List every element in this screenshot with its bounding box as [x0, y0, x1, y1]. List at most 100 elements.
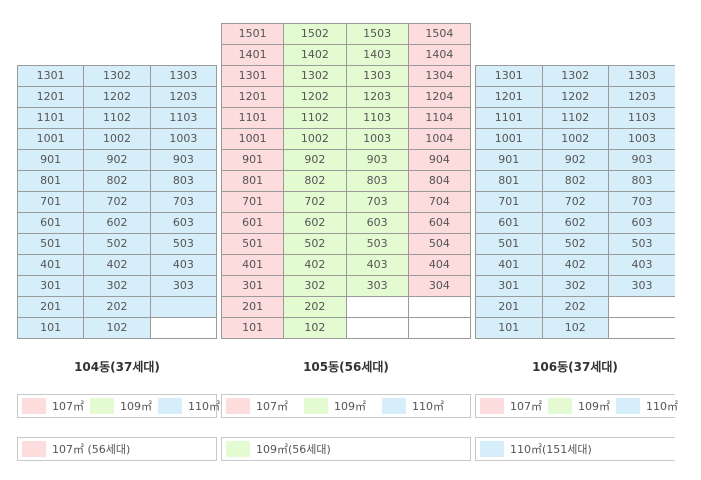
- floor-row: 201 202: [475, 296, 675, 318]
- floor-row: 701 702 703: [16, 191, 218, 213]
- unit-cell: 503: [149, 233, 218, 255]
- legend-label: 109㎡: [578, 400, 610, 413]
- unit-cell: 402: [283, 254, 347, 276]
- unit-cell: 202: [83, 296, 151, 318]
- empty-unit-cell: [608, 317, 675, 339]
- pink-swatch-icon: [226, 398, 250, 414]
- unit-cell: 102: [83, 317, 151, 339]
- unit-cell: 803: [608, 170, 675, 192]
- unit-cell: 603: [345, 212, 409, 234]
- legend-label: 110㎡: [646, 400, 678, 413]
- floor-row: 401 402 403 404: [220, 254, 472, 276]
- unit-cell: 603: [608, 212, 675, 234]
- unit-cell: 1101: [475, 107, 543, 129]
- empty-unit-cell: [149, 317, 218, 339]
- summary-109: 109㎡(56세대): [221, 437, 471, 461]
- blue-swatch-icon: [616, 398, 640, 414]
- legend-label: 110㎡: [188, 400, 220, 413]
- unit-cell: 501: [220, 233, 285, 255]
- floor-row: 701 702 703: [475, 191, 675, 213]
- unit-cell: 702: [541, 191, 609, 213]
- empty-unit-cell: [345, 317, 409, 339]
- unit-cell: 1003: [345, 128, 409, 150]
- unit-cell: 1303: [149, 65, 218, 87]
- floor-row: 201 202: [16, 296, 218, 318]
- unit-cell: 1201: [16, 86, 85, 108]
- building-104-table: 1301 1302 1303 1201 1202 1203 1101 1102 1103 1001…: [16, 65, 218, 339]
- unit-cell: 402: [83, 254, 151, 276]
- floor-row: 1501 1502 1503 1504: [220, 23, 472, 45]
- legend-106: 107㎡ 109㎡ 110㎡: [475, 394, 678, 418]
- unit-cell: 303: [345, 275, 409, 297]
- unit-cell: 901: [16, 149, 85, 171]
- floor-row: 1001 1002 1003: [16, 128, 218, 150]
- summary-label: 110㎡(151세대): [510, 443, 592, 456]
- floor-row: 1201 1202 1203: [16, 86, 218, 108]
- floor-row: 801 802 803: [475, 170, 675, 192]
- unit-cell: 502: [283, 233, 347, 255]
- unit-cell: 903: [345, 149, 409, 171]
- blue-swatch-icon: [158, 398, 182, 414]
- unit-cell: 803: [345, 170, 409, 192]
- building-106-title: 106동(37세대): [532, 360, 618, 374]
- unit-cell: 1301: [475, 65, 543, 87]
- unit-cell: 302: [83, 275, 151, 297]
- unit-cell: 602: [541, 212, 609, 234]
- unit-cell: 202: [283, 296, 347, 318]
- unit-cell: 1201: [220, 86, 285, 108]
- empty-unit-cell: [608, 296, 675, 318]
- unit-cell: 301: [475, 275, 543, 297]
- unit-cell: 701: [475, 191, 543, 213]
- unit-cell: 703: [608, 191, 675, 213]
- summary-item-110: 110㎡(151세대): [480, 441, 592, 457]
- legend-label: 107㎡: [52, 400, 84, 413]
- unit-cell: 903: [608, 149, 675, 171]
- unit-cell: 1004: [407, 128, 472, 150]
- unit-cell: 401: [475, 254, 543, 276]
- unit-cell: 902: [83, 149, 151, 171]
- floor-row: 901 902 903 904: [220, 149, 472, 171]
- legend-item-107: 107㎡: [226, 398, 288, 414]
- unit-cell: 801: [475, 170, 543, 192]
- empty-unit-cell: [345, 296, 409, 318]
- legend-item-110: 110㎡: [158, 398, 220, 414]
- building-105-table: 1501 1502 1503 1504 1401 1402 1403 1404 1301 1302…: [220, 23, 472, 339]
- legend-label: 107㎡: [510, 400, 542, 413]
- unit-cell: 404: [407, 254, 472, 276]
- green-swatch-icon: [90, 398, 114, 414]
- unit-cell: 1203: [345, 86, 409, 108]
- summary-item-109: 109㎡(56세대): [226, 441, 331, 457]
- unit-cell: 502: [83, 233, 151, 255]
- blue-swatch-icon: [480, 441, 504, 457]
- unit-cell: 1301: [220, 65, 285, 87]
- unit-cell: 101: [220, 317, 285, 339]
- unit-cell: 1304: [407, 65, 472, 87]
- unit-cell: 1003: [608, 128, 675, 150]
- unit-cell: 601: [475, 212, 543, 234]
- unit-cell: 1202: [283, 86, 347, 108]
- unit-cell: 401: [16, 254, 85, 276]
- unit-cell: 1504: [407, 23, 472, 45]
- unit-cell: 802: [541, 170, 609, 192]
- unit-cell: 1102: [83, 107, 151, 129]
- floor-row: 101 102: [220, 317, 472, 339]
- empty-unit-cell: [407, 317, 472, 339]
- unit-cell: 1202: [541, 86, 609, 108]
- unit-cell: 503: [345, 233, 409, 255]
- pink-swatch-icon: [22, 441, 46, 457]
- unit-cell: 1001: [475, 128, 543, 150]
- unit-cell: 503: [608, 233, 675, 255]
- unit-cell: 301: [220, 275, 285, 297]
- unit-cell: 702: [83, 191, 151, 213]
- legend-label: 110㎡: [412, 400, 444, 413]
- unit-cell: 1403: [345, 44, 409, 66]
- unit-cell: 1204: [407, 86, 472, 108]
- floor-row: 101 102: [16, 317, 218, 339]
- pink-swatch-icon: [22, 398, 46, 414]
- green-swatch-icon: [226, 441, 250, 457]
- unit-cell: 901: [220, 149, 285, 171]
- unit-cell: 101: [475, 317, 543, 339]
- unit-cell: 1404: [407, 44, 472, 66]
- empty-unit-cell: [149, 296, 218, 318]
- summary-item-107: 107㎡ (56세대): [22, 441, 130, 457]
